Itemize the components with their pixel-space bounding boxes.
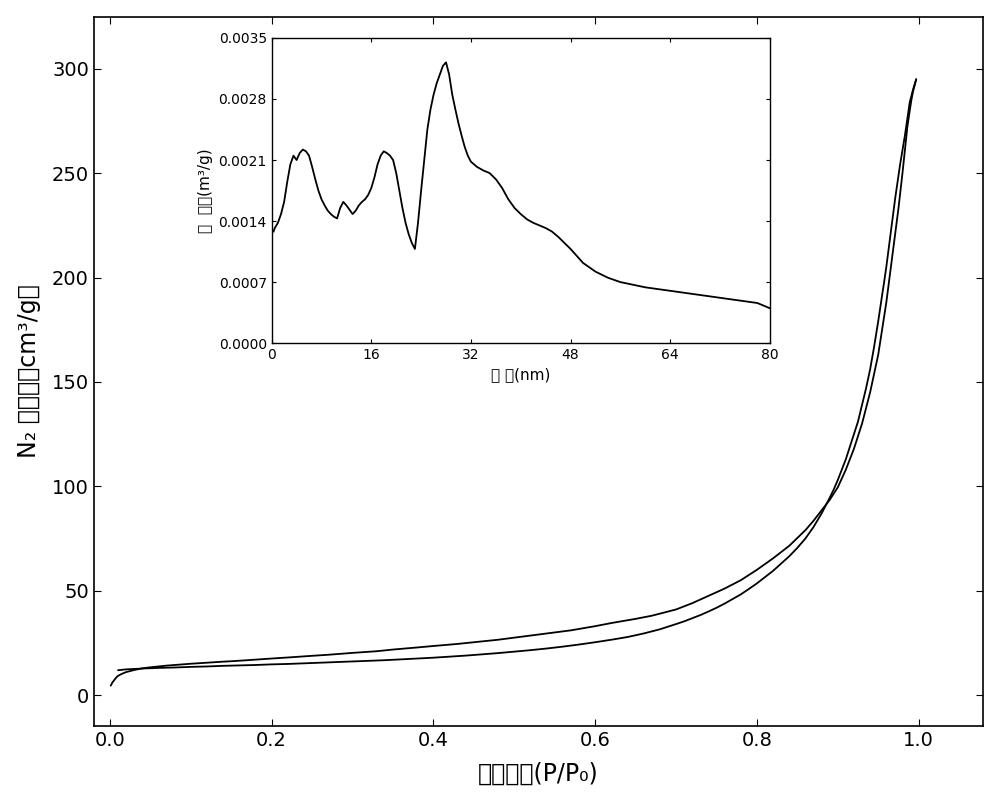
X-axis label: 相对压力(P/P₀): 相对压力(P/P₀) [478, 761, 599, 785]
Y-axis label: N₂ 吸附量（cm³/g）: N₂ 吸附量（cm³/g） [17, 285, 41, 459]
